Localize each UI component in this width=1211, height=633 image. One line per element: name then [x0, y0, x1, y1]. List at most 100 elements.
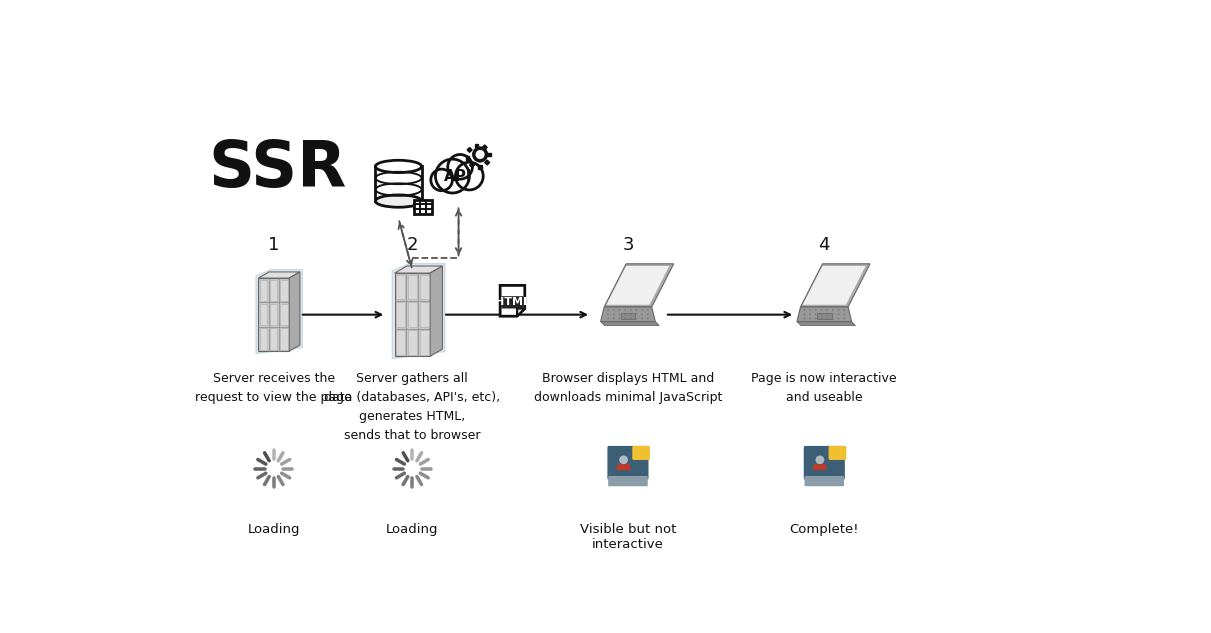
- Circle shape: [636, 318, 637, 320]
- Text: 3: 3: [622, 236, 633, 254]
- Circle shape: [455, 162, 483, 190]
- Bar: [260, 329, 268, 349]
- Text: Visible but not
interactive: Visible but not interactive: [580, 523, 676, 551]
- Text: Server receives the
request to view the page: Server receives the request to view the …: [195, 372, 352, 404]
- Bar: [396, 275, 404, 299]
- Circle shape: [642, 313, 643, 315]
- Text: Loading: Loading: [386, 523, 438, 536]
- FancyBboxPatch shape: [501, 296, 523, 308]
- Circle shape: [826, 318, 828, 320]
- FancyBboxPatch shape: [632, 446, 650, 460]
- Circle shape: [624, 313, 626, 315]
- Circle shape: [815, 309, 816, 311]
- Bar: [466, 156, 470, 160]
- Bar: [270, 329, 277, 349]
- Circle shape: [607, 309, 609, 311]
- Polygon shape: [813, 464, 827, 470]
- Circle shape: [613, 309, 615, 311]
- Bar: [414, 199, 432, 214]
- Circle shape: [642, 309, 643, 311]
- Circle shape: [809, 309, 811, 311]
- Circle shape: [624, 318, 626, 320]
- Circle shape: [630, 313, 632, 315]
- Circle shape: [832, 313, 833, 315]
- Polygon shape: [500, 285, 524, 316]
- Circle shape: [619, 313, 620, 315]
- Circle shape: [804, 318, 805, 320]
- Circle shape: [619, 318, 620, 320]
- Text: 4: 4: [819, 236, 830, 254]
- Circle shape: [607, 313, 609, 315]
- Circle shape: [630, 318, 632, 320]
- Text: Loading: Loading: [247, 523, 300, 536]
- Circle shape: [843, 309, 845, 311]
- Circle shape: [809, 318, 811, 320]
- Circle shape: [821, 318, 822, 320]
- Polygon shape: [601, 307, 655, 322]
- Bar: [396, 330, 404, 354]
- Bar: [478, 165, 482, 168]
- FancyBboxPatch shape: [608, 476, 648, 486]
- Bar: [467, 147, 472, 153]
- Circle shape: [804, 309, 805, 311]
- Text: 2: 2: [407, 236, 418, 254]
- Polygon shape: [517, 308, 524, 316]
- Circle shape: [636, 313, 637, 315]
- Circle shape: [448, 154, 472, 179]
- Bar: [281, 304, 288, 325]
- Polygon shape: [430, 266, 442, 356]
- Circle shape: [843, 318, 845, 320]
- Bar: [484, 160, 489, 165]
- Bar: [270, 280, 277, 301]
- Circle shape: [613, 318, 615, 320]
- Text: Browser displays HTML and
downloads minimal JavaScript: Browser displays HTML and downloads mini…: [534, 372, 722, 404]
- Circle shape: [821, 309, 822, 311]
- Circle shape: [647, 318, 649, 320]
- Circle shape: [642, 318, 643, 320]
- Bar: [408, 330, 417, 354]
- Circle shape: [815, 313, 816, 315]
- Circle shape: [838, 309, 839, 311]
- Bar: [420, 330, 429, 354]
- Bar: [281, 329, 288, 349]
- Polygon shape: [797, 322, 855, 325]
- Bar: [487, 153, 490, 156]
- Circle shape: [476, 151, 484, 158]
- Ellipse shape: [375, 195, 421, 207]
- Circle shape: [821, 313, 822, 315]
- Circle shape: [815, 318, 816, 320]
- Circle shape: [804, 313, 805, 315]
- Polygon shape: [395, 273, 430, 356]
- Circle shape: [647, 309, 649, 311]
- Circle shape: [838, 313, 839, 315]
- Polygon shape: [803, 266, 866, 304]
- Circle shape: [832, 318, 833, 320]
- Bar: [408, 275, 417, 299]
- Circle shape: [826, 309, 828, 311]
- Polygon shape: [607, 266, 670, 304]
- FancyBboxPatch shape: [608, 446, 649, 480]
- Bar: [396, 303, 404, 327]
- Bar: [475, 144, 478, 147]
- Circle shape: [630, 309, 632, 311]
- Ellipse shape: [375, 160, 421, 173]
- Bar: [420, 275, 429, 299]
- Polygon shape: [604, 264, 673, 307]
- Text: Page is now interactive
and useable: Page is now interactive and useable: [752, 372, 897, 404]
- Circle shape: [809, 313, 811, 315]
- Bar: [817, 313, 832, 319]
- Circle shape: [826, 313, 828, 315]
- Polygon shape: [258, 272, 300, 278]
- Circle shape: [619, 456, 629, 464]
- Text: Complete!: Complete!: [790, 523, 859, 536]
- Bar: [260, 304, 268, 325]
- Text: Server gathers all
data (databases, API's, etc),
generates HTML,
sends that to b: Server gathers all data (databases, API'…: [325, 372, 500, 442]
- Polygon shape: [800, 264, 869, 307]
- Text: 1: 1: [268, 236, 280, 254]
- FancyBboxPatch shape: [804, 446, 845, 480]
- Circle shape: [624, 309, 626, 311]
- Bar: [420, 303, 429, 327]
- Circle shape: [838, 318, 839, 320]
- Circle shape: [619, 309, 620, 311]
- Bar: [260, 280, 268, 301]
